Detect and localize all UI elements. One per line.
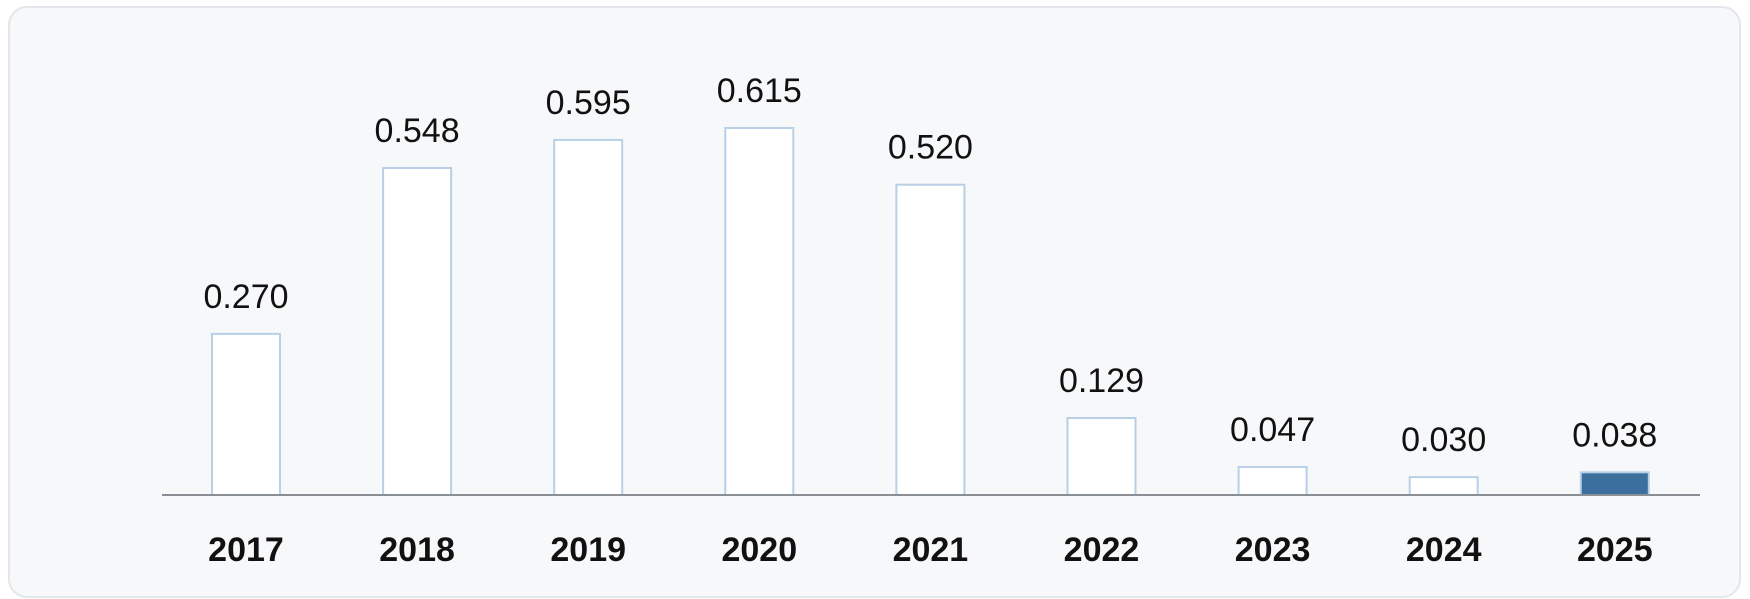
value-label: 0.030 bbox=[1401, 421, 1486, 459]
x-tick-label: 2018 bbox=[379, 531, 455, 569]
value-label: 0.047 bbox=[1230, 411, 1315, 449]
value-label: 0.270 bbox=[203, 278, 288, 316]
value-label: 0.548 bbox=[375, 112, 460, 150]
bar bbox=[895, 183, 966, 496]
bar bbox=[1408, 476, 1479, 497]
x-tick-label: 2020 bbox=[721, 531, 797, 569]
x-tick-label: 2021 bbox=[893, 531, 969, 569]
value-label: 0.615 bbox=[717, 72, 802, 110]
x-tick-label: 2019 bbox=[550, 531, 626, 569]
x-tick-label: 2017 bbox=[208, 531, 284, 569]
value-label: 0.595 bbox=[546, 84, 631, 122]
bar bbox=[211, 332, 281, 496]
x-tick-label: 2025 bbox=[1577, 531, 1653, 569]
bar bbox=[553, 138, 624, 496]
x-tick-label: 2024 bbox=[1406, 531, 1482, 569]
bar bbox=[382, 166, 453, 496]
bar bbox=[724, 127, 795, 496]
bar bbox=[1579, 471, 1650, 496]
value-label: 0.038 bbox=[1572, 416, 1657, 454]
value-label: 0.129 bbox=[1059, 362, 1144, 400]
value-label: 0.520 bbox=[888, 129, 973, 167]
x-tick-label: 2023 bbox=[1235, 531, 1311, 569]
bar bbox=[1066, 417, 1137, 496]
bar bbox=[1237, 465, 1308, 497]
x-tick-label: 2022 bbox=[1064, 531, 1140, 569]
